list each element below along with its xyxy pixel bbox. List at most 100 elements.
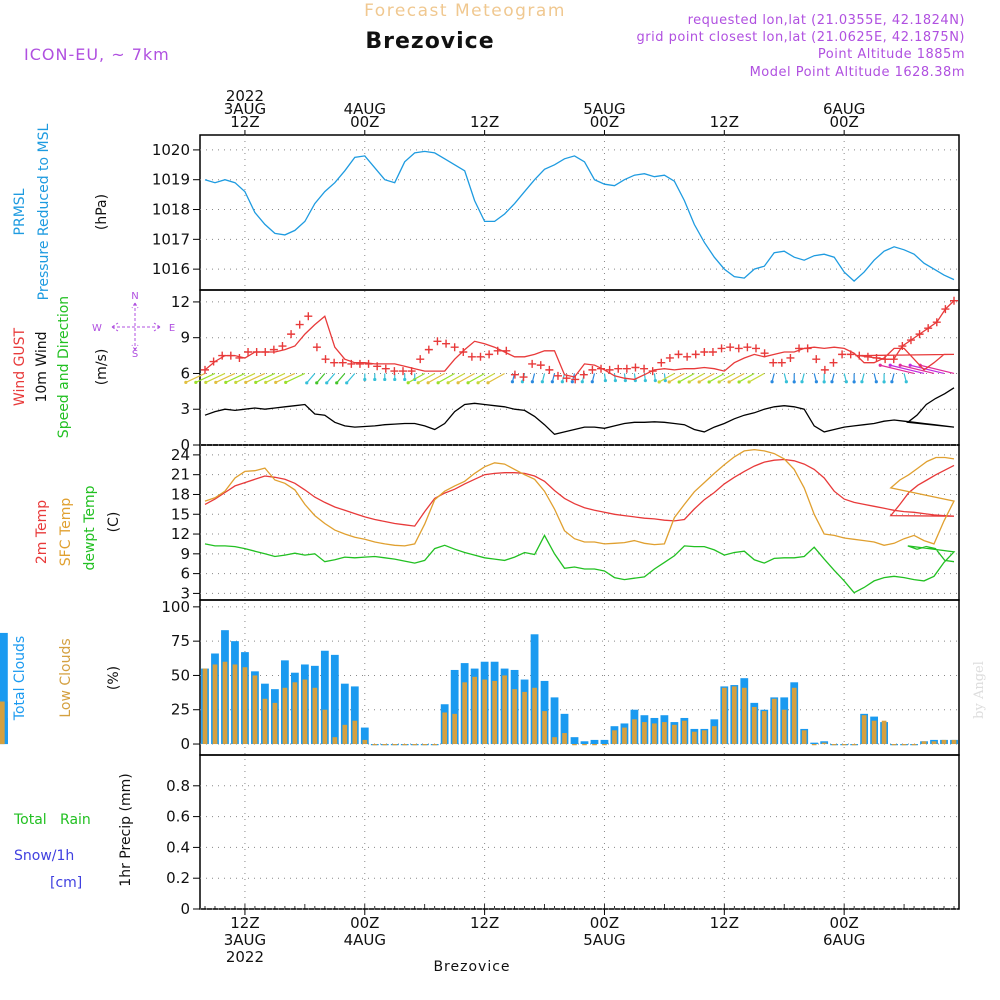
wind-barb-head xyxy=(697,380,701,384)
low-cloud-bar xyxy=(542,711,547,745)
wind-barb xyxy=(900,364,935,375)
y-tick-label: 1020 xyxy=(152,141,190,159)
wind-barb xyxy=(205,372,226,383)
low-cloud-bar xyxy=(612,730,617,745)
cloud-bars xyxy=(0,630,958,746)
low-cloud-bar xyxy=(731,686,737,745)
gust-marker xyxy=(545,365,554,374)
y-tick-label: 9 xyxy=(180,329,190,347)
low-cloud-bar xyxy=(901,744,907,746)
wind-barb-head xyxy=(373,377,377,382)
total-cloud-bar xyxy=(580,741,589,745)
gust-marker xyxy=(269,345,278,354)
low-cloud-bar xyxy=(362,739,368,745)
low-cloud-bar xyxy=(761,711,767,745)
low-cloud-bar xyxy=(332,737,338,745)
temp-labels: 2m Temp SFC Temp dewpt Temp (C) xyxy=(34,485,122,570)
wind-barb xyxy=(195,372,216,383)
wind-barb-head xyxy=(345,381,349,385)
low-cloud-bar xyxy=(272,702,278,745)
wind-barb-head xyxy=(426,381,430,385)
y-tick-label: 1019 xyxy=(152,171,190,189)
wind-barb xyxy=(688,372,705,383)
wind-barb xyxy=(407,372,425,384)
wind-barb xyxy=(427,372,445,384)
low-cloud-bar xyxy=(342,724,348,745)
gust-marker xyxy=(373,362,382,371)
gust-marker xyxy=(321,355,330,364)
wind-barb-head xyxy=(486,381,490,385)
bottom-time-label: 3AUG xyxy=(224,931,266,949)
pressure-labels: PRMSL Pressure Reduced to MSL (hPa) xyxy=(12,123,110,300)
low-cloud-bar xyxy=(532,687,537,745)
temp2m-label: 2m Temp xyxy=(34,500,50,564)
wind-barb xyxy=(275,372,296,383)
wind-barb-head xyxy=(792,380,796,384)
top-time-label: 3AUG xyxy=(224,100,266,118)
wind-barb xyxy=(738,372,755,383)
low-cloud-bar xyxy=(911,744,917,746)
gust-marker xyxy=(347,359,356,368)
location-title: Brezovice xyxy=(365,29,494,54)
gust-marker xyxy=(906,336,915,345)
low-cloud-bar xyxy=(741,687,747,745)
top-time-label: 12Z xyxy=(470,113,499,131)
gust-marker xyxy=(200,365,209,374)
wind-barb-head xyxy=(234,380,238,385)
low-cloud-bar xyxy=(242,667,248,745)
low-cloud-bar xyxy=(472,676,477,745)
low-cloud-bar xyxy=(841,744,847,746)
wind-barb-head xyxy=(416,381,420,385)
series-line-sfc-temp xyxy=(204,448,955,547)
wind-barb xyxy=(668,372,685,383)
gust-marker xyxy=(364,359,373,368)
gust-marker xyxy=(579,370,588,379)
wind-barb-head xyxy=(560,380,564,384)
low-cloud-bar xyxy=(831,744,837,746)
top-time-label: 00Z xyxy=(350,113,379,131)
low-cloud-bar xyxy=(572,744,577,746)
gust-marker xyxy=(657,358,666,367)
wind-barb xyxy=(326,373,336,384)
gust-marker xyxy=(553,371,562,380)
top-time-label: 2022 xyxy=(226,87,264,105)
wind-barb-head xyxy=(890,380,894,384)
series-line-10m-wind xyxy=(204,387,955,436)
wind-dir-label: Speed and Direction xyxy=(56,296,72,438)
wind-barb xyxy=(718,372,735,383)
low-cloud-bar xyxy=(522,691,527,745)
wind-barb-head xyxy=(844,380,848,384)
gust-markers xyxy=(200,296,959,384)
wind-barb-head xyxy=(274,380,278,385)
gust-marker xyxy=(622,364,631,373)
low-cloud-bar xyxy=(562,733,567,745)
gust-marker xyxy=(312,343,321,352)
y-tick-label: 100 xyxy=(161,598,190,616)
precip-panel-frame xyxy=(199,754,960,910)
wind-barb-head xyxy=(908,363,912,367)
low-cloud-bar xyxy=(282,687,288,745)
wind-barb-head xyxy=(325,381,329,385)
gust-marker xyxy=(244,348,253,356)
series-lines xyxy=(204,150,956,594)
wind-barb-head xyxy=(663,379,667,383)
low-cloud-bar xyxy=(951,739,957,745)
top-time-label: 5AUG xyxy=(583,100,625,118)
total-cloud-bar xyxy=(330,654,339,745)
low-cloud-bar xyxy=(652,723,657,745)
y-axis-ticks: 1016101710181019102003691236912151821240… xyxy=(152,141,959,918)
gust-label: Wind GUST xyxy=(12,327,28,406)
gust-marker xyxy=(502,346,511,355)
low-cloud-bar xyxy=(422,744,428,746)
wind-barb-head xyxy=(717,380,721,384)
y-tick-label: 0.8 xyxy=(166,777,190,795)
model-label: ICON-EU, ~ 7km xyxy=(24,45,170,64)
gust-marker xyxy=(605,365,614,374)
gust-marker xyxy=(855,351,864,360)
low-cloud-bar xyxy=(692,731,697,745)
wind-barb-head xyxy=(860,380,864,384)
wind-barb-head xyxy=(747,380,751,384)
gust-marker xyxy=(743,343,752,352)
wind-barb-head xyxy=(244,380,248,385)
